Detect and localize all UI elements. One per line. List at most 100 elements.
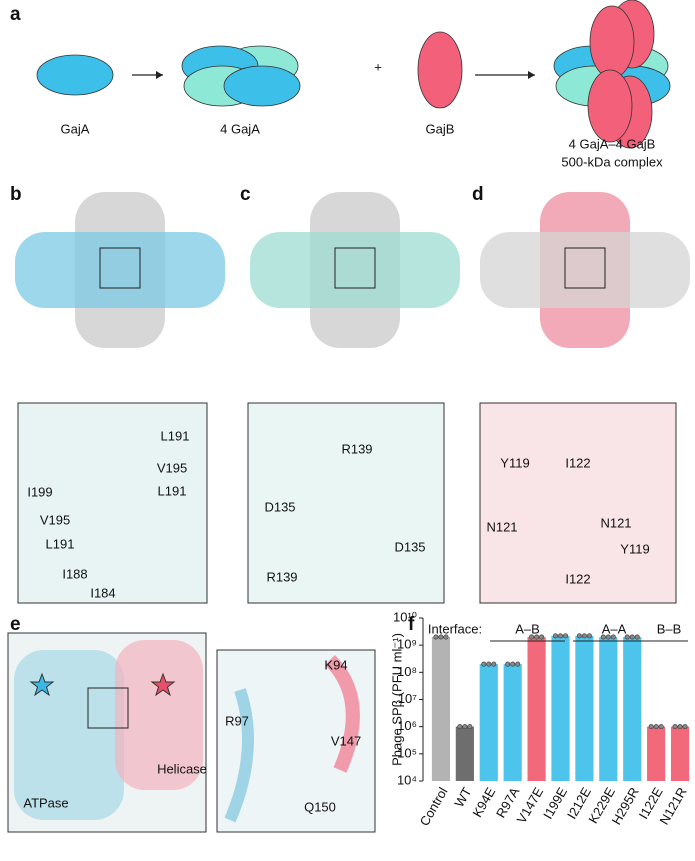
replicate-dot [634,634,640,640]
residue-label: I184 [90,585,115,600]
zoom-box [564,247,606,289]
residue-label: L191 [158,483,187,498]
replicate-dot [534,634,540,640]
bar [503,664,522,781]
residue-label: I122 [565,455,590,470]
y-tick-label: 10⁷ [398,691,417,706]
replicate-dot [682,724,688,730]
structure-region [115,640,203,790]
residue-label: V147 [331,733,361,748]
replicate-dot [438,634,444,640]
replicate-dot [510,661,516,667]
arrow-head [156,71,163,79]
replicate-dot [433,634,439,640]
bar [527,636,546,781]
structure-arm [480,232,690,308]
replicate-dot [443,634,449,640]
y-tick-label: 10⁹ [397,637,417,652]
replicate-dot [505,661,511,667]
residue-label: N121 [486,519,517,534]
residue-label: D135 [394,539,425,554]
bar [455,726,474,781]
replicate-dot [624,634,630,640]
replicate-dot [481,661,487,667]
residue-label: V195 [40,512,70,527]
y-axis-label: Phage SPβ (PFU ml⁻¹) [389,633,404,766]
x-tick-label: WT [451,785,474,810]
residue-label: I122 [565,571,590,586]
panel-label: d [472,184,484,205]
replicate-dot [515,661,521,667]
residue-label: N121 [600,515,631,530]
structure-region [14,650,124,820]
replicate-dot [491,661,497,667]
residue-label: K94 [324,657,347,672]
y-tick-label: 10⁸ [397,664,417,679]
replicate-dot [529,634,535,640]
replicate-dot [462,724,468,730]
subunit [223,65,301,107]
group-label: A–A [602,621,627,636]
y-tick-label: 10⁶ [397,718,417,733]
domain-label: ATPase [23,795,68,810]
y-tick-label: 10⁴ [397,772,417,787]
zoom-box [87,687,129,729]
zoom-box [99,247,141,289]
residue-label: L191 [161,428,190,443]
domain-label: Helicase [157,761,207,776]
replicate-dot [581,633,587,639]
x-tick-label: Control [417,785,451,829]
residue-label: Y119 [500,455,529,470]
group-label: B–B [657,621,682,636]
bar [647,726,666,781]
replicate-dot [658,724,664,730]
panel-label: e [10,614,21,635]
replicate-dot [610,634,616,640]
panel-label: b [10,184,22,205]
group-label: A–B [515,621,540,636]
panel-a-label: GajB [426,121,455,136]
subunit [417,31,463,109]
panel-a-label: + [374,59,382,74]
replicate-dot [576,633,582,639]
replicate-dot [653,724,659,730]
replicate-dot [486,661,492,667]
inset [247,402,445,604]
residue-label: Y119 [620,541,649,556]
star [29,672,55,697]
panel-a-label: GajA [61,121,90,136]
inset [479,402,677,604]
subunit [36,54,114,96]
replicate-dot [539,634,545,640]
panel-a-label: 4 GajA–4 GajB [569,136,656,151]
helix [224,688,254,823]
residue-label: I199 [27,484,52,499]
y-tick-label: 10¹⁰ [393,609,417,624]
subunit [587,69,633,143]
residue-label: R97 [225,713,249,728]
residue-label: R139 [266,569,297,584]
replicate-dot [457,724,463,730]
panel-label: c [240,184,251,205]
panel-label: f [408,614,415,635]
residue-label: I188 [62,566,87,581]
structure-arm [250,232,460,308]
bar [431,636,451,781]
structure-arm [15,232,225,308]
helix [324,655,360,773]
replicate-dot [467,724,473,730]
subunit [589,5,635,79]
panel-a-label: 4 GajA [220,121,260,136]
replicate-dot [648,724,654,730]
y-tick-label: 10⁵ [397,745,417,760]
residue-label: D135 [264,499,295,514]
replicate-dot [677,724,683,730]
panel-a-label: 500-kDa complex [561,154,663,169]
replicate-dot [672,724,678,730]
bar [551,635,570,781]
residue-label: Q150 [304,799,336,814]
bar [599,636,618,781]
replicate-dot [562,633,568,639]
bar [575,635,594,781]
